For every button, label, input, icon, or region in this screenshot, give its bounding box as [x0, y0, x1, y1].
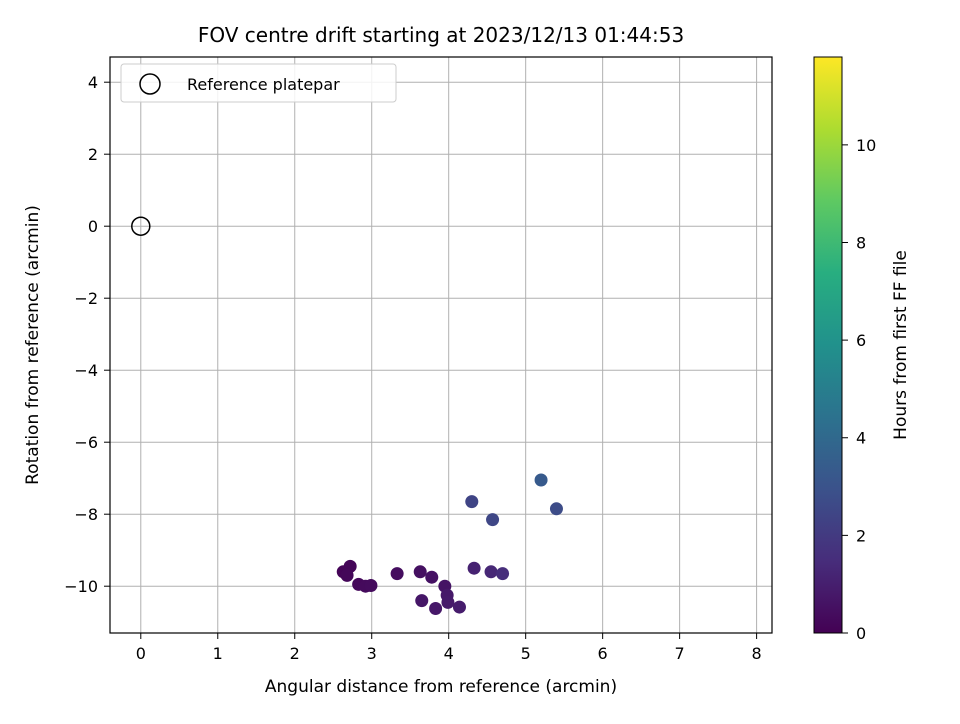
grid-lines: [110, 57, 772, 633]
data-point: [452, 600, 466, 614]
chart-title: FOV centre drift starting at 2023/12/13 …: [198, 23, 684, 47]
data-point: [413, 565, 427, 579]
y-tick-label: −2: [74, 289, 98, 308]
x-tick-label: 1: [213, 644, 223, 663]
data-point: [465, 495, 479, 509]
x-tick-label: 0: [136, 644, 146, 663]
data-point: [496, 567, 510, 581]
data-point: [415, 594, 429, 608]
data-point: [467, 561, 481, 575]
x-tick-label: 8: [752, 644, 762, 663]
x-axis-label: Angular distance from reference (arcmin): [265, 677, 617, 697]
x-tick-label: 3: [367, 644, 377, 663]
data-point: [441, 595, 455, 609]
colorbar-tick-label: 8: [856, 233, 866, 252]
x-tick-label: 2: [290, 644, 300, 663]
legend-marker: [139, 73, 161, 95]
plot-frame: [109, 56, 773, 634]
data-point: [534, 473, 548, 487]
y-tick-label: 0: [88, 217, 98, 236]
y-axis-label: Rotation from reference (arcmin): [23, 205, 43, 485]
data-points: [336, 473, 563, 616]
axis-ticks: 0 1 2 3 4 5 6 7 8 −10 −8 −6 −4 −2 0 2 4: [64, 73, 761, 663]
colorbar-tick-label: 10: [856, 136, 876, 155]
y-tick-label: 2: [88, 145, 98, 164]
plot-background: [110, 57, 772, 633]
legend-label: Reference platepar: [187, 75, 340, 94]
data-point: [340, 568, 354, 582]
colorbar: [813, 56, 843, 634]
reference-marker: [131, 216, 151, 236]
x-tick-label: 4: [444, 644, 454, 663]
y-tick-label: −4: [74, 361, 98, 380]
x-tick-label: 5: [521, 644, 531, 663]
data-point: [425, 570, 439, 584]
y-tick-label: −8: [74, 505, 98, 524]
x-tick-label: 6: [598, 644, 608, 663]
colorbar-tick-label: 4: [856, 429, 866, 448]
data-point: [364, 578, 378, 592]
colorbar-tick-label: 0: [856, 624, 866, 643]
y-tick-label: −10: [64, 577, 98, 596]
colorbar-tick-label: 6: [856, 331, 866, 350]
data-point: [486, 513, 500, 527]
data-point: [484, 565, 498, 579]
y-tick-label: −6: [74, 433, 98, 452]
legend: Reference platepar: [120, 63, 397, 103]
colorbar-ticks: 0 2 4 6 8 10: [842, 136, 876, 643]
colorbar-label: Hours from first FF file: [891, 250, 911, 440]
y-tick-label: 4: [88, 73, 98, 92]
legend-box: [120, 63, 397, 103]
data-point: [390, 567, 404, 581]
x-tick-label: 7: [675, 644, 685, 663]
colorbar-tick-label: 2: [856, 526, 866, 545]
data-point: [429, 602, 443, 616]
data-point: [549, 502, 563, 516]
